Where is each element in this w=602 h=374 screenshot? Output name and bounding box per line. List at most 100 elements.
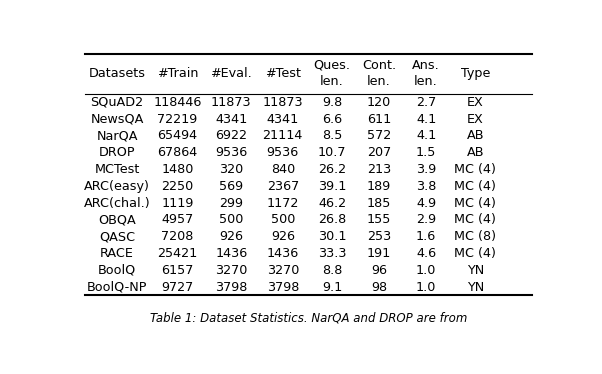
Text: 926: 926: [219, 230, 243, 243]
Text: 8.5: 8.5: [322, 129, 342, 142]
Text: YN: YN: [467, 264, 484, 277]
Text: 96: 96: [371, 264, 387, 277]
Text: 1436: 1436: [267, 247, 299, 260]
Text: 26.8: 26.8: [318, 213, 346, 226]
Text: 207: 207: [367, 146, 391, 159]
Text: 25421: 25421: [157, 247, 197, 260]
Text: 1436: 1436: [215, 247, 247, 260]
Text: Ans.
len.: Ans. len.: [412, 59, 440, 88]
Text: MCTest: MCTest: [95, 163, 140, 176]
Text: SQuAD2: SQuAD2: [90, 96, 144, 109]
Text: #Test: #Test: [265, 67, 301, 80]
Text: 611: 611: [367, 113, 391, 126]
Text: ARC(chal.): ARC(chal.): [84, 196, 150, 209]
Text: 191: 191: [367, 247, 391, 260]
Text: 1172: 1172: [267, 196, 299, 209]
Text: 4957: 4957: [161, 213, 194, 226]
Text: 120: 120: [367, 96, 391, 109]
Text: 7208: 7208: [161, 230, 194, 243]
Text: MC (8): MC (8): [455, 230, 497, 243]
Text: 11873: 11873: [262, 96, 303, 109]
Text: 30.1: 30.1: [318, 230, 346, 243]
Text: 500: 500: [270, 213, 295, 226]
Text: EX: EX: [467, 113, 484, 126]
Text: 1.5: 1.5: [416, 146, 436, 159]
Text: BoolQ: BoolQ: [98, 264, 136, 277]
Text: 3.8: 3.8: [416, 180, 436, 193]
Text: 3798: 3798: [267, 280, 299, 294]
Text: YN: YN: [467, 280, 484, 294]
Text: 4.1: 4.1: [416, 113, 436, 126]
Text: Table 1: Dataset Statistics. NarQA and DROP are from: Table 1: Dataset Statistics. NarQA and D…: [150, 312, 467, 325]
Text: 65494: 65494: [158, 129, 197, 142]
Text: 4341: 4341: [267, 113, 299, 126]
Text: 500: 500: [219, 213, 243, 226]
Text: 1.0: 1.0: [416, 264, 436, 277]
Text: 9.1: 9.1: [322, 280, 342, 294]
Text: 67864: 67864: [157, 146, 197, 159]
Text: 72219: 72219: [157, 113, 197, 126]
Text: 3270: 3270: [267, 264, 299, 277]
Text: 2250: 2250: [161, 180, 194, 193]
Text: 8.8: 8.8: [322, 264, 342, 277]
Text: 569: 569: [219, 180, 243, 193]
Text: MC (4): MC (4): [455, 180, 496, 193]
Text: 10.7: 10.7: [318, 146, 346, 159]
Text: 46.2: 46.2: [318, 196, 346, 209]
Text: 189: 189: [367, 180, 391, 193]
Text: 2367: 2367: [267, 180, 299, 193]
Text: 39.1: 39.1: [318, 180, 346, 193]
Text: 118446: 118446: [154, 96, 202, 109]
Text: MC (4): MC (4): [455, 163, 496, 176]
Text: 6157: 6157: [161, 264, 194, 277]
Text: 2.9: 2.9: [416, 213, 436, 226]
Text: Type: Type: [461, 67, 490, 80]
Text: 572: 572: [367, 129, 391, 142]
Text: 33.3: 33.3: [318, 247, 346, 260]
Text: 299: 299: [219, 196, 243, 209]
Text: RACE: RACE: [100, 247, 134, 260]
Text: 3798: 3798: [215, 280, 247, 294]
Text: Cont.
len.: Cont. len.: [362, 59, 396, 88]
Text: OBQA: OBQA: [98, 213, 136, 226]
Text: 6.6: 6.6: [322, 113, 342, 126]
Text: EX: EX: [467, 96, 484, 109]
Text: NarQA: NarQA: [96, 129, 138, 142]
Text: 9536: 9536: [215, 146, 247, 159]
Text: MC (4): MC (4): [455, 247, 496, 260]
Text: 21114: 21114: [262, 129, 303, 142]
Text: 4341: 4341: [215, 113, 247, 126]
Text: 213: 213: [367, 163, 391, 176]
Text: 2.7: 2.7: [416, 96, 436, 109]
Text: AB: AB: [467, 129, 484, 142]
Text: 9.8: 9.8: [322, 96, 342, 109]
Text: #Eval.: #Eval.: [210, 67, 252, 80]
Text: BoolQ-NP: BoolQ-NP: [87, 280, 147, 294]
Text: 4.6: 4.6: [416, 247, 436, 260]
Text: 185: 185: [367, 196, 391, 209]
Text: ARC(easy): ARC(easy): [84, 180, 150, 193]
Text: Datasets: Datasets: [88, 67, 146, 80]
Text: 9727: 9727: [161, 280, 194, 294]
Text: 6922: 6922: [216, 129, 247, 142]
Text: 98: 98: [371, 280, 387, 294]
Text: #Train: #Train: [157, 67, 198, 80]
Text: 320: 320: [219, 163, 243, 176]
Text: 26.2: 26.2: [318, 163, 346, 176]
Text: Ques.
len.: Ques. len.: [314, 59, 350, 88]
Text: 4.9: 4.9: [416, 196, 436, 209]
Text: 840: 840: [271, 163, 295, 176]
Text: DROP: DROP: [99, 146, 135, 159]
Text: MC (4): MC (4): [455, 196, 496, 209]
Text: 3270: 3270: [215, 264, 247, 277]
Text: 9536: 9536: [267, 146, 299, 159]
Text: 1119: 1119: [161, 196, 194, 209]
Text: 1480: 1480: [161, 163, 194, 176]
Text: 926: 926: [271, 230, 295, 243]
Text: AB: AB: [467, 146, 484, 159]
Text: 3.9: 3.9: [416, 163, 436, 176]
Text: 1.0: 1.0: [416, 280, 436, 294]
Text: NewsQA: NewsQA: [90, 113, 144, 126]
Text: 253: 253: [367, 230, 391, 243]
Text: 155: 155: [367, 213, 391, 226]
